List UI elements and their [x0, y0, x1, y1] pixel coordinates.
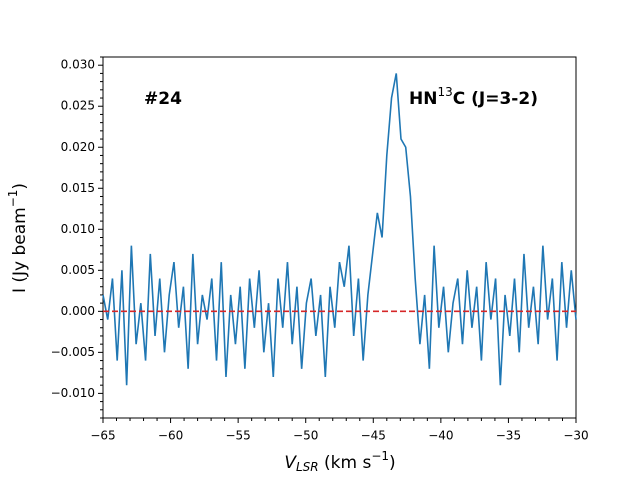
text: HN: [409, 89, 437, 109]
x-tick-label: −40: [428, 429, 453, 443]
x-tick-label: −45: [361, 429, 386, 443]
text: −1: [371, 449, 389, 463]
text: 13: [437, 85, 452, 99]
y-tick-label: −0.010: [51, 386, 95, 400]
y-tick-label: 0.020: [61, 140, 95, 154]
y-tick-label: 0.015: [61, 181, 95, 195]
y-tick-label: 0.005: [61, 263, 95, 277]
x-axis-label: VLSR (km s−1): [284, 449, 395, 474]
y-tick-label: 0.010: [61, 222, 95, 236]
x-tick-label: −30: [563, 429, 588, 443]
text: LSR: [296, 460, 319, 474]
x-tick-label: −65: [90, 429, 115, 443]
text: V: [284, 453, 297, 473]
text: −1: [6, 190, 20, 208]
text: ): [10, 183, 30, 190]
spectrum-line: [102, 73, 577, 386]
y-tick-label: 0.000: [61, 304, 95, 318]
text: C (J=3-2): [453, 89, 538, 109]
label-id: #24: [144, 89, 182, 109]
text: ): [389, 453, 396, 473]
x-tick-label: −35: [496, 429, 521, 443]
y-tick-label: 0.025: [61, 99, 95, 113]
label-line: HN13C (J=3-2): [409, 85, 538, 110]
x-tick-label: −50: [293, 429, 318, 443]
y-tick-label: −0.005: [51, 345, 95, 359]
text: I (Jy beam: [10, 207, 30, 293]
plot-frame: [102, 56, 577, 419]
y-tick-label: 0.030: [61, 58, 95, 72]
y-axis-label: I (Jy beam−1): [6, 183, 31, 293]
x-tick-label: −60: [158, 429, 183, 443]
x-tick-label: −55: [225, 429, 250, 443]
text: (km s: [319, 453, 372, 473]
